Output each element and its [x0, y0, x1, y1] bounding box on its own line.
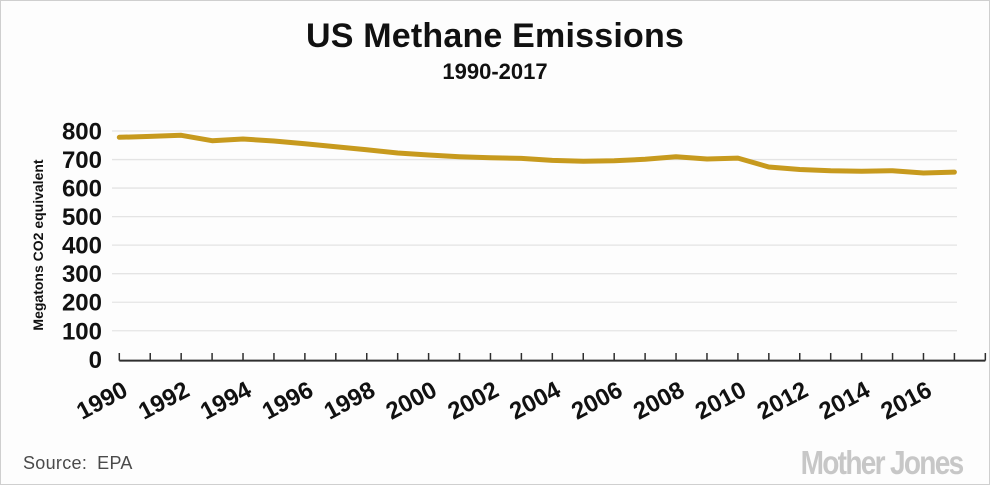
svg-text:2010: 2010 [691, 376, 751, 425]
svg-text:1994: 1994 [196, 376, 256, 425]
chart-subtitle: 1990-2017 [442, 59, 548, 84]
svg-text:1990: 1990 [72, 376, 132, 425]
svg-text:2008: 2008 [629, 376, 689, 425]
svg-text:500: 500 [62, 204, 102, 231]
x-axis [118, 353, 987, 362]
svg-text:600: 600 [62, 176, 102, 203]
svg-text:0: 0 [89, 347, 102, 374]
svg-text:2000: 2000 [382, 376, 442, 425]
chart-title: US Methane Emissions [305, 17, 685, 55]
svg-text:1996: 1996 [258, 376, 318, 425]
motherjones-logo: Mother Jones [801, 444, 965, 481]
svg-text:2014: 2014 [815, 376, 875, 425]
svg-text:200: 200 [62, 290, 102, 317]
svg-text:2012: 2012 [753, 376, 813, 425]
svg-text:700: 700 [62, 147, 102, 174]
x-axis-labels: 1990 1992 1994 1996 1998 2000 2002 2004 2006 2008… [72, 376, 936, 425]
source-note: Source: EPA [23, 453, 133, 474]
svg-text:2006: 2006 [567, 376, 627, 425]
svg-text:2016: 2016 [876, 376, 936, 425]
svg-text:1998: 1998 [320, 376, 380, 425]
svg-text:400: 400 [62, 233, 102, 260]
svg-text:2004: 2004 [505, 376, 565, 425]
emissions-line [116, 132, 957, 176]
source-label: Source: [23, 453, 88, 473]
svg-text:800: 800 [62, 119, 102, 146]
svg-text:300: 300 [62, 261, 102, 288]
source-value: EPA [97, 453, 133, 473]
svg-text:100: 100 [62, 318, 102, 345]
svg-text:2002: 2002 [443, 376, 503, 425]
svg-text:1992: 1992 [134, 376, 194, 425]
